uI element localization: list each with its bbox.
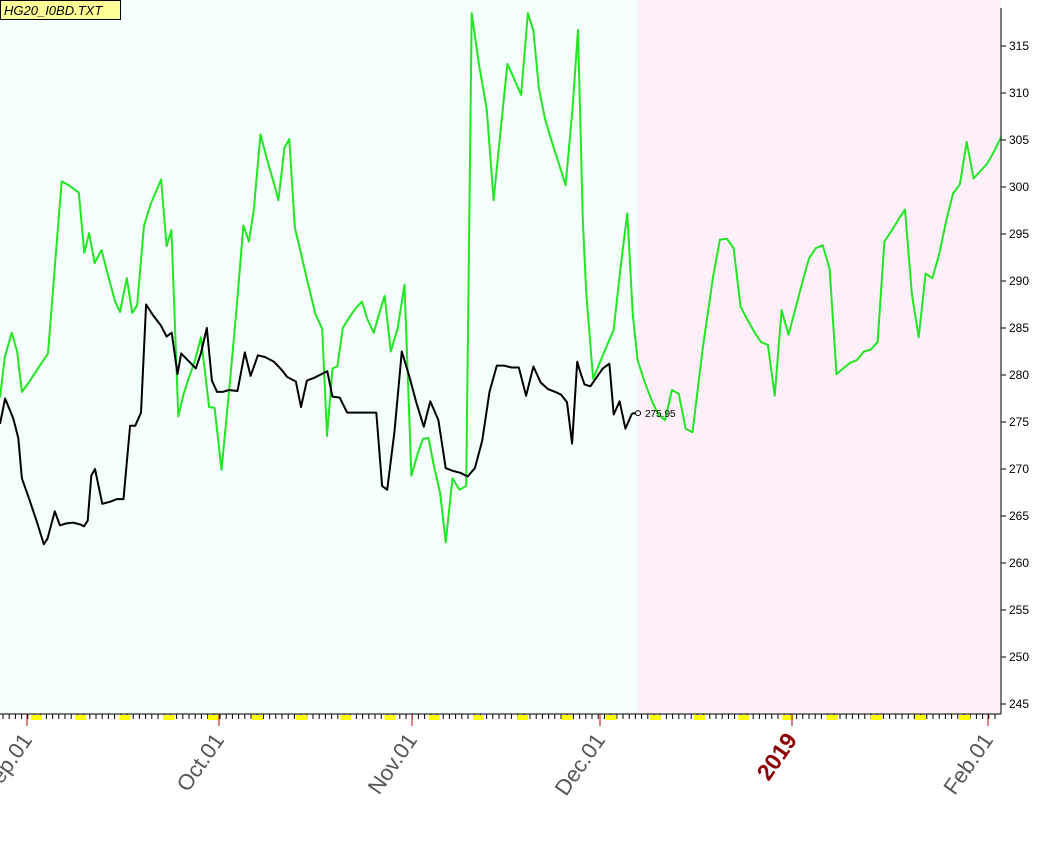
- file-label: HG20_I0BD.TXT: [4, 3, 103, 18]
- x-week-marker: [870, 715, 882, 720]
- x-week-marker: [915, 715, 926, 720]
- x-week-marker: [605, 715, 617, 720]
- forecast-background: [638, 0, 1001, 714]
- x-week-marker: [119, 715, 131, 720]
- y-tick-label: 245: [1009, 697, 1029, 711]
- historical-background: [0, 0, 638, 714]
- y-tick-label: 260: [1009, 556, 1029, 570]
- y-tick-label: 295: [1009, 227, 1029, 241]
- x-week-marker: [694, 715, 705, 720]
- y-tick-label: 270: [1009, 462, 1029, 476]
- black-series-line: [0, 303, 633, 546]
- x-week-marker: [252, 715, 263, 720]
- y-tick-label: 305: [1009, 133, 1029, 147]
- y-tick-label: 280: [1009, 368, 1029, 382]
- y-tick-label: 275: [1009, 415, 1029, 429]
- x-week-marker: [959, 715, 971, 720]
- y-tick-label: 265: [1009, 509, 1029, 523]
- y-axis: 245 250 255 260 265 270 275 280 285 290 295 300 305 3…: [1001, 39, 1029, 711]
- x-week-marker: [207, 715, 219, 720]
- y-tick-label: 300: [1009, 180, 1029, 194]
- y-tick-label: 255: [1009, 603, 1029, 617]
- series-layer: 275.95: [0, 12, 1002, 546]
- x-week-marker: [782, 715, 794, 720]
- y-tick-label: 250: [1009, 650, 1029, 664]
- x-week-marker: [163, 715, 175, 720]
- x-week-marker: [649, 715, 661, 720]
- y-tick-label: 285: [1009, 321, 1029, 335]
- x-week-marker: [340, 715, 352, 720]
- last-value-marker: [635, 410, 641, 417]
- x-week-marker: [738, 715, 750, 720]
- x-week-marker: [473, 715, 484, 720]
- x-week-marker: [428, 715, 440, 720]
- y-tick-label: 290: [1009, 274, 1029, 288]
- green-series-line: [0, 12, 1002, 544]
- last-value-label: 275.95: [645, 409, 676, 420]
- y-tick-label: 310: [1009, 86, 1029, 100]
- x-week-marker: [517, 715, 529, 720]
- file-label-background: [0, 0, 121, 20]
- y-tick-label: 315: [1009, 39, 1029, 53]
- file-label-box: HG20_I0BD.TXT: [0, 0, 121, 20]
- x-week-marker: [296, 715, 308, 720]
- x-week-marker: [561, 715, 573, 720]
- x-week-marker: [384, 715, 396, 720]
- x-week-marker: [826, 715, 838, 720]
- x-week-marker: [31, 715, 42, 720]
- x-week-marker: [75, 715, 87, 720]
